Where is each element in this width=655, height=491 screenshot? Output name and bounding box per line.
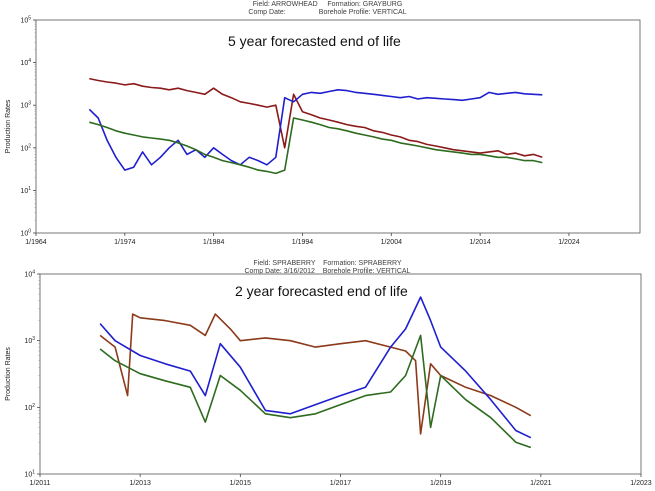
- x-tick-label: 1/1974: [114, 239, 136, 246]
- x-tick-label: 1/2023: [630, 480, 652, 487]
- x-tick-label: 1/1994: [292, 239, 314, 246]
- y-tick-label: 104: [24, 270, 35, 279]
- chart-header-line2: Comp Date: 3/16/2012 Borehole Profile: V…: [244, 268, 411, 275]
- x-tick-label: 1/2011: [30, 480, 51, 487]
- chart-header-line1: Field: ARROWHEAD Formation: GRAYBURG: [252, 1, 403, 8]
- series-line: [99, 313, 532, 435]
- forecast-annotation: 2 year forecasted end of life: [235, 283, 408, 299]
- y-axis-label: Production Rates: [5, 99, 12, 153]
- x-tick-label: 1/2015: [230, 480, 252, 487]
- y-tick-label: 103: [20, 101, 31, 110]
- plot-frame: [39, 273, 642, 475]
- plot-frame: [35, 19, 641, 234]
- production-chart-bottom: 101 102 103 104 1/2011 1/2013 1/2015 1/2017 1/20…: [5, 270, 652, 488]
- x-tick-label: 1/2017: [330, 480, 352, 487]
- forecast-annotation: 5 year forecasted end of life: [228, 33, 401, 49]
- y-tick-label: 102: [20, 143, 31, 152]
- y-tick-label: 103: [24, 336, 35, 345]
- chart-header-line2: Comp Date: Borehole Profile: VERTICAL: [248, 9, 407, 16]
- y-tick-label: 104: [20, 58, 31, 67]
- x-tick-label: 1/2014: [469, 239, 491, 246]
- production-chart-top: 100 101 102 103 104 105 1/1964 1/1974 1/1984 1/19…: [5, 16, 641, 246]
- x-tick-label: 1/1984: [203, 239, 225, 246]
- series-line: [89, 77, 543, 159]
- series-line: [88, 89, 543, 171]
- y-tick-label: 101: [20, 186, 31, 195]
- x-tick-label: 1/2013: [129, 480, 151, 487]
- series-line: [99, 334, 532, 449]
- x-tick-label: 1/2024: [558, 239, 580, 246]
- chart-header-line1: Field: SPRABERRY Formation: SPRABERRY: [253, 260, 402, 267]
- y-axis-label: Production Rates: [5, 347, 12, 401]
- y-tick-label: 102: [24, 403, 35, 412]
- y-tick-label: 105: [20, 16, 31, 25]
- chart-panel-bottom: Field: SPRABERRY Formation: SPRABERRY Co…: [0, 258, 655, 491]
- y-tick-label: 100: [20, 229, 31, 238]
- chart-panel-top: Field: ARROWHEAD Formation: GRAYBURG Com…: [5, 1, 641, 246]
- x-tick-label: 1/2004: [381, 239, 403, 246]
- x-tick-label: 1/2019: [430, 480, 452, 487]
- x-tick-label: 1/1964: [25, 239, 47, 246]
- x-tick-label: 1/2021: [530, 480, 552, 487]
- series-line: [99, 296, 532, 439]
- series-line: [89, 117, 543, 175]
- y-tick-label: 101: [24, 470, 35, 479]
